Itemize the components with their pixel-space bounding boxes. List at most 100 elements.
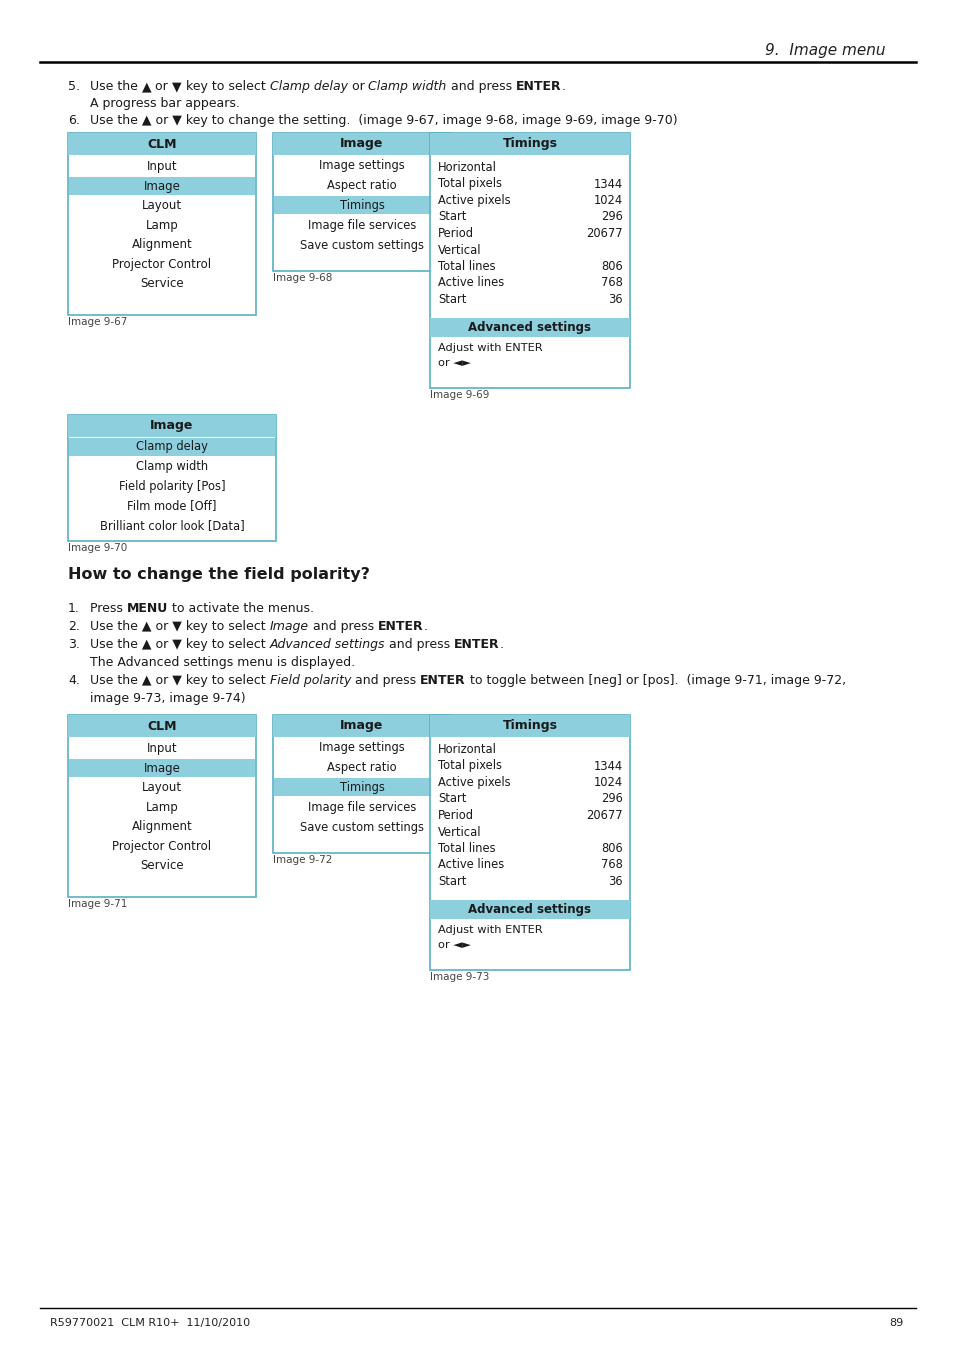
Text: Start: Start (437, 293, 466, 306)
Text: 1344: 1344 (594, 760, 622, 772)
Text: Use the ▲ or ▼ key to change the setting.  (image 9-67, image 9-68, image 9-69, : Use the ▲ or ▼ key to change the setting… (90, 113, 677, 127)
Text: 36: 36 (608, 875, 622, 888)
Text: 20677: 20677 (586, 227, 622, 240)
Bar (430, 319, 629, 338)
Text: 768: 768 (600, 277, 622, 289)
Text: Aspect ratio: Aspect ratio (327, 760, 396, 774)
Text: and press: and press (446, 80, 516, 93)
Text: image 9-73, image 9-74): image 9-73, image 9-74) (90, 693, 245, 705)
Text: Adjust with ENTER: Adjust with ENTER (437, 343, 542, 352)
Text: Image file services: Image file services (308, 801, 416, 814)
Bar (430, 134, 629, 155)
Text: key to select: key to select (182, 80, 270, 93)
Text: Input: Input (147, 161, 177, 173)
Text: Vertical: Vertical (437, 825, 481, 838)
Text: Image 9-69: Image 9-69 (430, 390, 489, 400)
Text: 5.: 5. (68, 80, 80, 93)
Text: Use the ▲ or ▼ key to select: Use the ▲ or ▼ key to select (90, 639, 270, 651)
Text: 4.: 4. (68, 674, 80, 687)
Text: Image settings: Image settings (319, 158, 404, 171)
Text: ▲: ▲ (142, 80, 152, 93)
Text: How to change the field polarity?: How to change the field polarity? (68, 567, 370, 582)
Bar (430, 134, 629, 387)
Text: Projector Control: Projector Control (112, 258, 212, 271)
Bar (274, 196, 450, 215)
Text: Layout: Layout (142, 200, 182, 212)
Text: Start: Start (437, 792, 466, 806)
Text: ENTER: ENTER (516, 80, 560, 93)
Bar (430, 900, 629, 919)
Text: Image 9-73: Image 9-73 (430, 972, 489, 981)
Text: Image: Image (270, 620, 309, 633)
Text: ENTER: ENTER (454, 639, 499, 651)
Text: Clamp delay: Clamp delay (270, 80, 347, 93)
Text: to toggle between [neg] or [pos].  (image 9-71, image 9-72,: to toggle between [neg] or [pos]. (image… (465, 674, 845, 687)
Text: 20677: 20677 (586, 809, 622, 822)
Bar (69, 177, 254, 194)
Text: Vertical: Vertical (437, 243, 481, 256)
Text: 768: 768 (600, 859, 622, 872)
Text: Period: Period (437, 227, 474, 240)
Text: Image: Image (340, 138, 383, 150)
Bar (68, 134, 255, 155)
Text: 1.: 1. (68, 602, 80, 616)
Bar (273, 716, 451, 737)
Text: 1344: 1344 (594, 177, 622, 190)
Bar (430, 716, 629, 737)
Text: or: or (347, 80, 368, 93)
Text: and press: and press (385, 639, 454, 651)
Text: Projector Control: Projector Control (112, 840, 212, 853)
Bar (430, 716, 629, 971)
Text: 1024: 1024 (594, 776, 622, 788)
Bar (68, 414, 275, 541)
Text: Image: Image (143, 761, 180, 775)
Bar (69, 437, 274, 456)
Text: Press: Press (90, 602, 127, 616)
Text: Lamp: Lamp (146, 801, 178, 814)
Bar (273, 134, 451, 271)
Text: Image 9-71: Image 9-71 (68, 899, 128, 909)
Text: The Advanced settings menu is displayed.: The Advanced settings menu is displayed. (90, 656, 355, 670)
Text: ENTER: ENTER (377, 620, 423, 633)
Text: Lamp: Lamp (146, 219, 178, 232)
Text: Image 9-72: Image 9-72 (273, 855, 332, 865)
Bar (273, 134, 451, 155)
Text: Field polarity [Pos]: Field polarity [Pos] (118, 479, 225, 493)
Text: 89: 89 (889, 1318, 903, 1328)
Text: Total pixels: Total pixels (437, 760, 501, 772)
Text: Use the ▲ or ▼ key to select: Use the ▲ or ▼ key to select (90, 620, 270, 633)
Text: R59770021  CLM R10+  11/10/2010: R59770021 CLM R10+ 11/10/2010 (50, 1318, 250, 1328)
Text: Image: Image (151, 420, 193, 432)
Text: Input: Input (147, 743, 177, 755)
Text: 806: 806 (600, 261, 622, 273)
Bar (68, 134, 255, 315)
Text: Image 9-70: Image 9-70 (68, 543, 127, 554)
Text: and press: and press (351, 674, 419, 687)
Text: .: . (560, 80, 565, 93)
Text: 6.: 6. (68, 113, 80, 127)
Text: to activate the menus.: to activate the menus. (168, 602, 314, 616)
Text: Image settings: Image settings (319, 741, 404, 753)
Text: Use the: Use the (90, 80, 142, 93)
Text: A progress bar appears.: A progress bar appears. (90, 97, 239, 109)
Text: Advanced settings: Advanced settings (468, 321, 591, 333)
Text: or ◄►: or ◄► (437, 940, 471, 950)
Text: ▼: ▼ (172, 80, 182, 93)
Text: or ◄►: or ◄► (437, 358, 471, 369)
Text: Period: Period (437, 809, 474, 822)
Text: Image 9-67: Image 9-67 (68, 317, 128, 327)
Text: 806: 806 (600, 842, 622, 855)
Text: Start: Start (437, 875, 466, 888)
Text: Clamp width: Clamp width (135, 460, 208, 472)
Text: Field polarity: Field polarity (270, 674, 351, 687)
Bar (68, 414, 275, 437)
Text: Total lines: Total lines (437, 842, 496, 855)
Text: Service: Service (140, 277, 184, 290)
Text: Advanced settings: Advanced settings (270, 639, 385, 651)
Bar (68, 716, 255, 737)
Text: Film mode [Off]: Film mode [Off] (127, 500, 216, 512)
Text: Timings: Timings (502, 720, 557, 733)
Text: Save custom settings: Save custom settings (299, 821, 423, 833)
Text: CLM: CLM (147, 138, 176, 150)
Text: 36: 36 (608, 293, 622, 306)
